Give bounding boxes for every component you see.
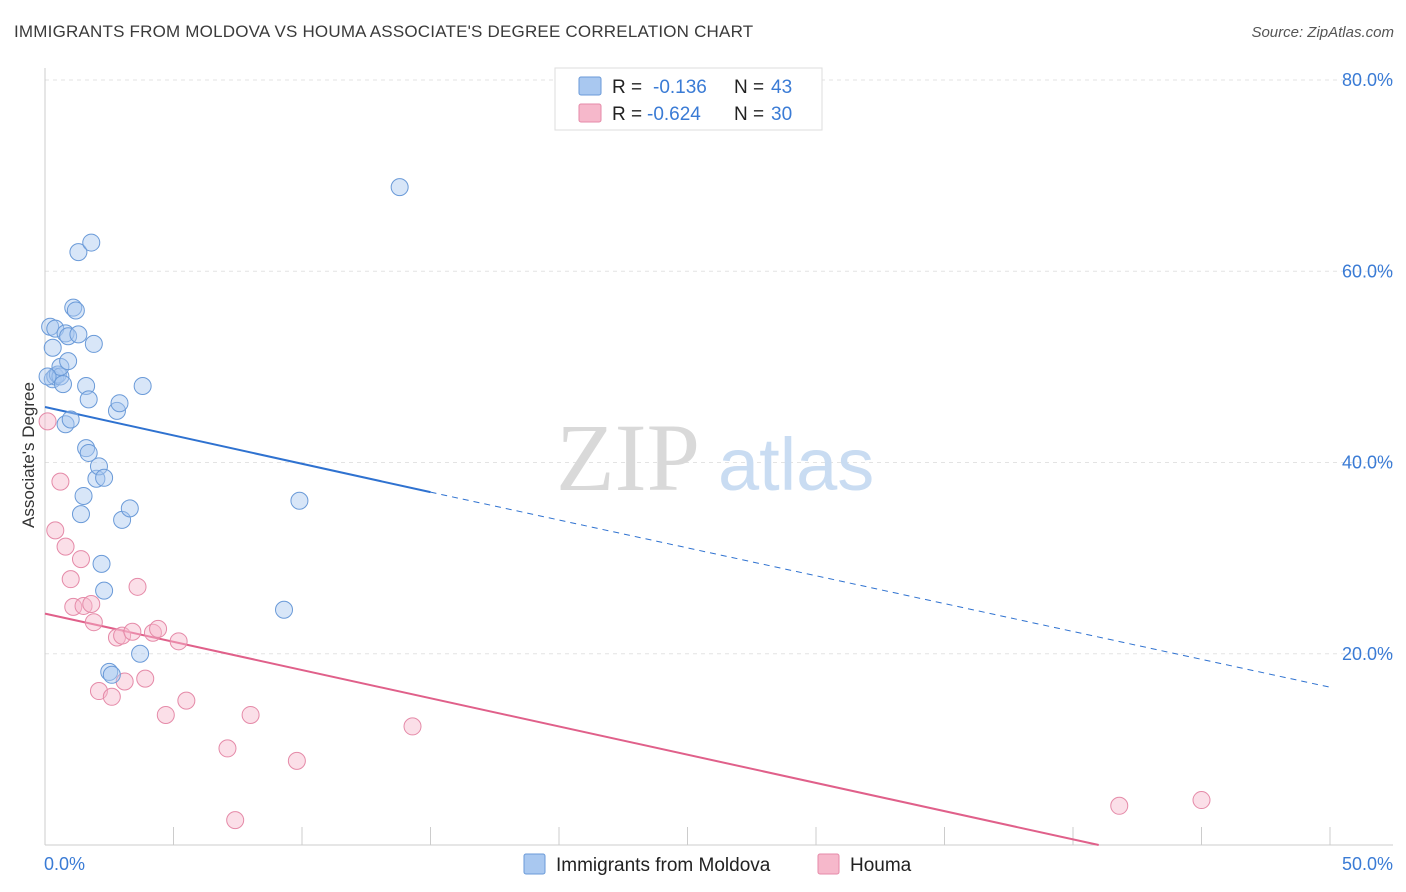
point-moldova bbox=[290, 491, 309, 510]
legend-r-value-pink: -0.624 bbox=[647, 104, 701, 125]
point-moldova bbox=[66, 301, 85, 320]
point-houma bbox=[226, 811, 245, 830]
point-houma bbox=[169, 632, 188, 651]
point-moldova bbox=[77, 377, 96, 395]
point-moldova bbox=[92, 554, 111, 573]
legend-n-label-pink: N = bbox=[734, 104, 764, 125]
point-moldova bbox=[56, 324, 75, 343]
point-moldova bbox=[120, 499, 139, 518]
point-moldova bbox=[131, 644, 150, 663]
point-moldova bbox=[56, 415, 75, 434]
axes bbox=[44, 68, 1393, 846]
point-moldova bbox=[59, 352, 78, 371]
y-tick-label: 80.0% bbox=[1342, 70, 1393, 90]
point-moldova bbox=[79, 443, 98, 462]
point-houma bbox=[136, 669, 155, 688]
point-houma bbox=[56, 537, 75, 556]
point-moldova bbox=[95, 468, 114, 487]
point-moldova bbox=[69, 325, 88, 344]
point-moldova bbox=[100, 662, 119, 681]
point-moldova bbox=[77, 439, 96, 458]
point-moldova bbox=[61, 410, 80, 429]
point-houma bbox=[102, 687, 121, 706]
legend-r-label-blue: R = bbox=[612, 77, 642, 98]
point-houma bbox=[177, 691, 196, 710]
point-moldova bbox=[71, 505, 90, 524]
point-moldova bbox=[53, 375, 72, 394]
gridlines bbox=[45, 79, 1393, 655]
point-houma bbox=[218, 739, 237, 758]
point-moldova bbox=[133, 377, 152, 395]
legend-swatch-pink bbox=[578, 103, 602, 123]
point-houma bbox=[123, 622, 142, 641]
y-axis-label: Associate's Degree bbox=[19, 382, 38, 528]
bottom-legend-label-blue[interactable]: Immigrants from Moldova bbox=[556, 855, 771, 876]
legend-n-label-blue: N = bbox=[734, 77, 764, 98]
point-houma bbox=[241, 705, 260, 724]
stats-legend: R = -0.136 N = 43 R = -0.624 N = 30 bbox=[554, 67, 823, 131]
point-moldova bbox=[69, 243, 88, 262]
point-houma bbox=[61, 570, 80, 589]
point-houma bbox=[74, 596, 93, 615]
bottom-legend-swatch-pink[interactable] bbox=[817, 853, 840, 875]
point-houma bbox=[71, 550, 90, 569]
source-label: Source: ZipAtlas.com bbox=[1251, 24, 1394, 41]
point-moldova bbox=[38, 367, 57, 386]
point-moldova bbox=[89, 457, 108, 476]
point-houma bbox=[156, 705, 175, 724]
y-tick-label: 60.0% bbox=[1342, 261, 1393, 281]
point-houma bbox=[64, 597, 83, 616]
x-tick-labels: 0.0% 50.0% bbox=[44, 854, 1393, 874]
point-moldova bbox=[79, 390, 98, 409]
point-houma bbox=[38, 412, 57, 431]
point-moldova bbox=[82, 233, 101, 252]
y-tick-label: 20.0% bbox=[1342, 644, 1393, 664]
watermark: ZIP atlas bbox=[556, 404, 874, 511]
point-moldova bbox=[390, 178, 409, 197]
x-tick-label: 50.0% bbox=[1342, 854, 1393, 874]
point-moldova bbox=[74, 486, 93, 505]
watermark-zip: ZIP bbox=[556, 404, 700, 511]
legend-n-value-blue: 43 bbox=[771, 77, 792, 98]
data-points bbox=[38, 178, 1211, 830]
chart-title: IMMIGRANTS FROM MOLDOVA VS HOUMA ASSOCIA… bbox=[14, 22, 754, 41]
point-houma bbox=[1192, 791, 1211, 810]
legend-r-label-pink: R = bbox=[612, 104, 642, 125]
trend-lines bbox=[44, 406, 1331, 846]
bottom-legend-swatch-blue[interactable] bbox=[523, 853, 546, 875]
legend-swatch-blue bbox=[578, 76, 602, 96]
legend-r-value-blue: -0.136 bbox=[653, 77, 707, 98]
point-moldova bbox=[64, 298, 83, 317]
watermark-atlas: atlas bbox=[718, 423, 874, 506]
legend-n-value-pink: 30 bbox=[771, 104, 792, 125]
point-moldova bbox=[95, 581, 114, 600]
y-tick-label: 40.0% bbox=[1342, 453, 1393, 473]
point-houma bbox=[82, 595, 101, 614]
point-houma bbox=[84, 613, 103, 632]
point-houma bbox=[403, 717, 422, 736]
point-houma bbox=[287, 751, 306, 770]
point-houma bbox=[46, 521, 65, 540]
point-moldova bbox=[46, 367, 65, 386]
x-tick-label: 0.0% bbox=[44, 854, 85, 874]
series-legend: Immigrants from Moldova Houma bbox=[523, 853, 912, 876]
point-moldova bbox=[275, 600, 294, 619]
trend-line-pink bbox=[44, 612, 1099, 846]
point-houma bbox=[149, 619, 168, 638]
point-moldova bbox=[102, 665, 121, 684]
point-moldova bbox=[43, 338, 62, 357]
point-houma bbox=[51, 472, 70, 491]
point-houma bbox=[1110, 796, 1129, 815]
bottom-legend-label-pink[interactable]: Houma bbox=[850, 855, 912, 876]
trend-line-blue-extrapolated bbox=[430, 491, 1331, 688]
point-houma bbox=[128, 577, 147, 596]
point-moldova bbox=[84, 334, 103, 353]
point-moldova bbox=[110, 394, 129, 413]
point-houma bbox=[113, 626, 132, 645]
trend-line-blue bbox=[44, 406, 431, 494]
y-tick-labels: 80.0% 60.0% 40.0% 20.0% bbox=[1342, 70, 1393, 664]
